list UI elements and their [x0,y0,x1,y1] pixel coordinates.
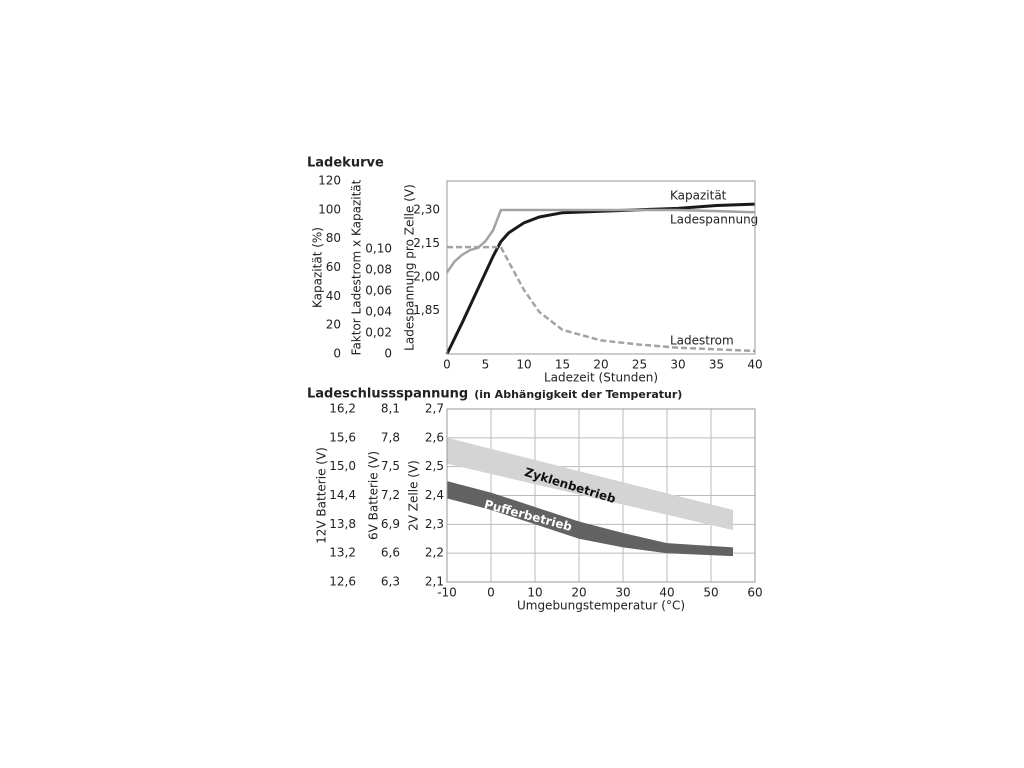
x-tick-label: 35 [709,358,724,372]
y-tick-label: 120 [318,174,341,188]
y-tick-label: 0,04 [365,305,392,319]
chart-subtitle: (in Abhängigkeit der Temperatur) [474,388,682,401]
x-tick-label: 0 [487,586,495,600]
line [445,202,756,355]
y-tick-label: 80 [326,231,341,245]
y-tick-label: 6,3 [381,575,400,589]
y-tick-label: 8,1 [381,402,400,416]
plot-frame [446,180,756,355]
y-tick-label: 15,6 [329,430,356,444]
range-area [447,481,733,557]
y-tick-label: 40 [326,289,341,303]
y-tick-label: 7,8 [381,430,400,444]
chart-title: Ladekurve [307,156,384,171]
y-tick-label: 0,08 [365,263,392,277]
y-tick-label: 15,0 [329,459,356,473]
series-label: Ladestrom [670,334,734,348]
y-tick-label: 2,2 [425,546,444,560]
y-tick-label: 6,9 [381,517,400,531]
y-tick-label: 2,3 [425,517,444,531]
x-tick-label: 10 [527,586,542,600]
x-tick-label: 40 [747,358,762,372]
range-area [447,437,733,531]
x-axis-label: Ladezeit (Stunden) [544,371,658,385]
y-tick-label: 20 [326,318,341,332]
y-tick-label: 13,2 [329,546,356,560]
y-tick-label: 0,06 [365,284,392,298]
y-tick-label: 1,85 [413,303,440,317]
y-axis-label: 12V Batterie (V) [315,447,329,544]
series-label: Ladespannung [670,213,758,227]
x-tick-label: 25 [632,358,647,372]
y-tick-label: 2,1 [425,575,444,589]
y-tick-label: 16,2 [329,402,356,416]
line [445,208,756,274]
y-tick-label: 2,7 [425,402,444,416]
x-tick-label: 30 [670,358,685,372]
x-axis-label: Umgebungstemperatur (°C) [517,599,685,613]
x-tick-label: 20 [571,586,586,600]
y-tick-label: 13,8 [329,517,356,531]
y-tick-label: 7,5 [381,459,400,473]
y-tick-label: 0 [384,347,392,361]
y-tick-label: 60 [326,260,341,274]
x-tick-label: -10 [437,586,457,600]
line [447,245,756,353]
y-tick-label: 12,6 [329,575,356,589]
y-tick-label: 2,15 [413,236,440,250]
chart-title: Ladeschlussspannung [307,387,468,402]
y-tick-label: 0 [333,347,341,361]
y-tick-label: 2,30 [413,202,440,216]
y-axis-label: 2V Zelle (V) [407,460,421,531]
x-tick-label: 15 [555,358,570,372]
y-axis-label: Ladespannung pro Zelle (V) [403,184,417,351]
x-tick-label: 40 [659,586,674,600]
x-tick-label: 5 [482,358,490,372]
y-tick-label: 6,6 [381,546,400,560]
y-tick-label: 7,2 [381,488,400,502]
x-tick-label: 10 [516,358,531,372]
x-tick-label: 30 [615,586,630,600]
y-tick-label: 14,4 [329,488,356,502]
y-axis-label: Kapazität (%) [311,227,325,308]
y-tick-label: 2,4 [425,488,444,502]
y-tick-label: 2,00 [413,269,440,283]
y-tick-label: 0,02 [365,326,392,340]
y-tick-label: 2,5 [425,459,444,473]
x-tick-label: 20 [593,358,608,372]
x-tick-label: 50 [703,586,718,600]
x-tick-label: 0 [443,358,451,372]
y-tick-label: 0,10 [365,242,392,256]
y-tick-label: 100 [318,202,341,216]
y-axis-label: Faktor Ladestrom x Kapazität [350,179,364,355]
x-tick-label: 60 [747,586,762,600]
y-axis-label: 6V Batterie (V) [367,451,381,540]
series-label: Kapazität [670,189,727,203]
y-tick-label: 2,6 [425,430,444,444]
plot-frame [446,408,756,583]
